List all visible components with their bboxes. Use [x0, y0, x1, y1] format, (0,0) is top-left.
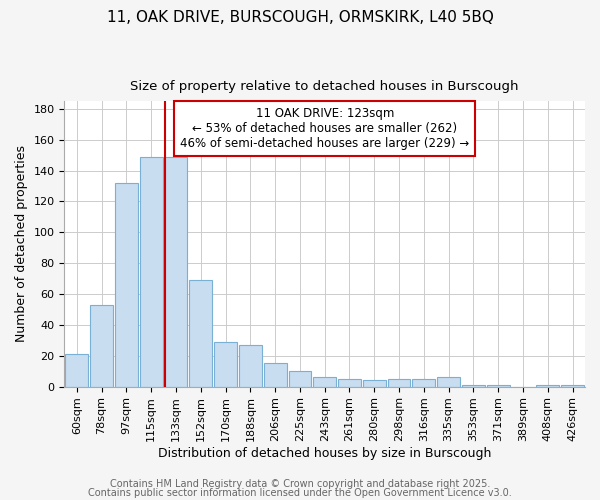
Bar — [561, 385, 584, 386]
Bar — [239, 345, 262, 387]
Bar — [65, 354, 88, 386]
Bar — [338, 379, 361, 386]
Bar — [437, 378, 460, 386]
Text: 11, OAK DRIVE, BURSCOUGH, ORMSKIRK, L40 5BQ: 11, OAK DRIVE, BURSCOUGH, ORMSKIRK, L40 … — [107, 10, 493, 25]
Bar — [190, 280, 212, 386]
Bar — [536, 385, 559, 386]
Text: Contains HM Land Registry data © Crown copyright and database right 2025.: Contains HM Land Registry data © Crown c… — [110, 479, 490, 489]
Bar — [412, 379, 435, 386]
Bar — [115, 183, 138, 386]
Text: Contains public sector information licensed under the Open Government Licence v3: Contains public sector information licen… — [88, 488, 512, 498]
Bar — [313, 378, 336, 386]
Y-axis label: Number of detached properties: Number of detached properties — [15, 146, 28, 342]
Bar — [164, 156, 187, 386]
Bar — [90, 305, 113, 386]
Bar — [214, 342, 237, 386]
Bar — [388, 379, 410, 386]
Bar — [487, 385, 509, 386]
Bar — [363, 380, 386, 386]
Bar — [462, 385, 485, 386]
X-axis label: Distribution of detached houses by size in Burscough: Distribution of detached houses by size … — [158, 447, 491, 460]
Bar — [140, 156, 163, 386]
Text: 11 OAK DRIVE: 123sqm
← 53% of detached houses are smaller (262)
46% of semi-deta: 11 OAK DRIVE: 123sqm ← 53% of detached h… — [180, 107, 469, 150]
Title: Size of property relative to detached houses in Burscough: Size of property relative to detached ho… — [130, 80, 519, 93]
Bar — [264, 364, 287, 386]
Bar — [289, 371, 311, 386]
